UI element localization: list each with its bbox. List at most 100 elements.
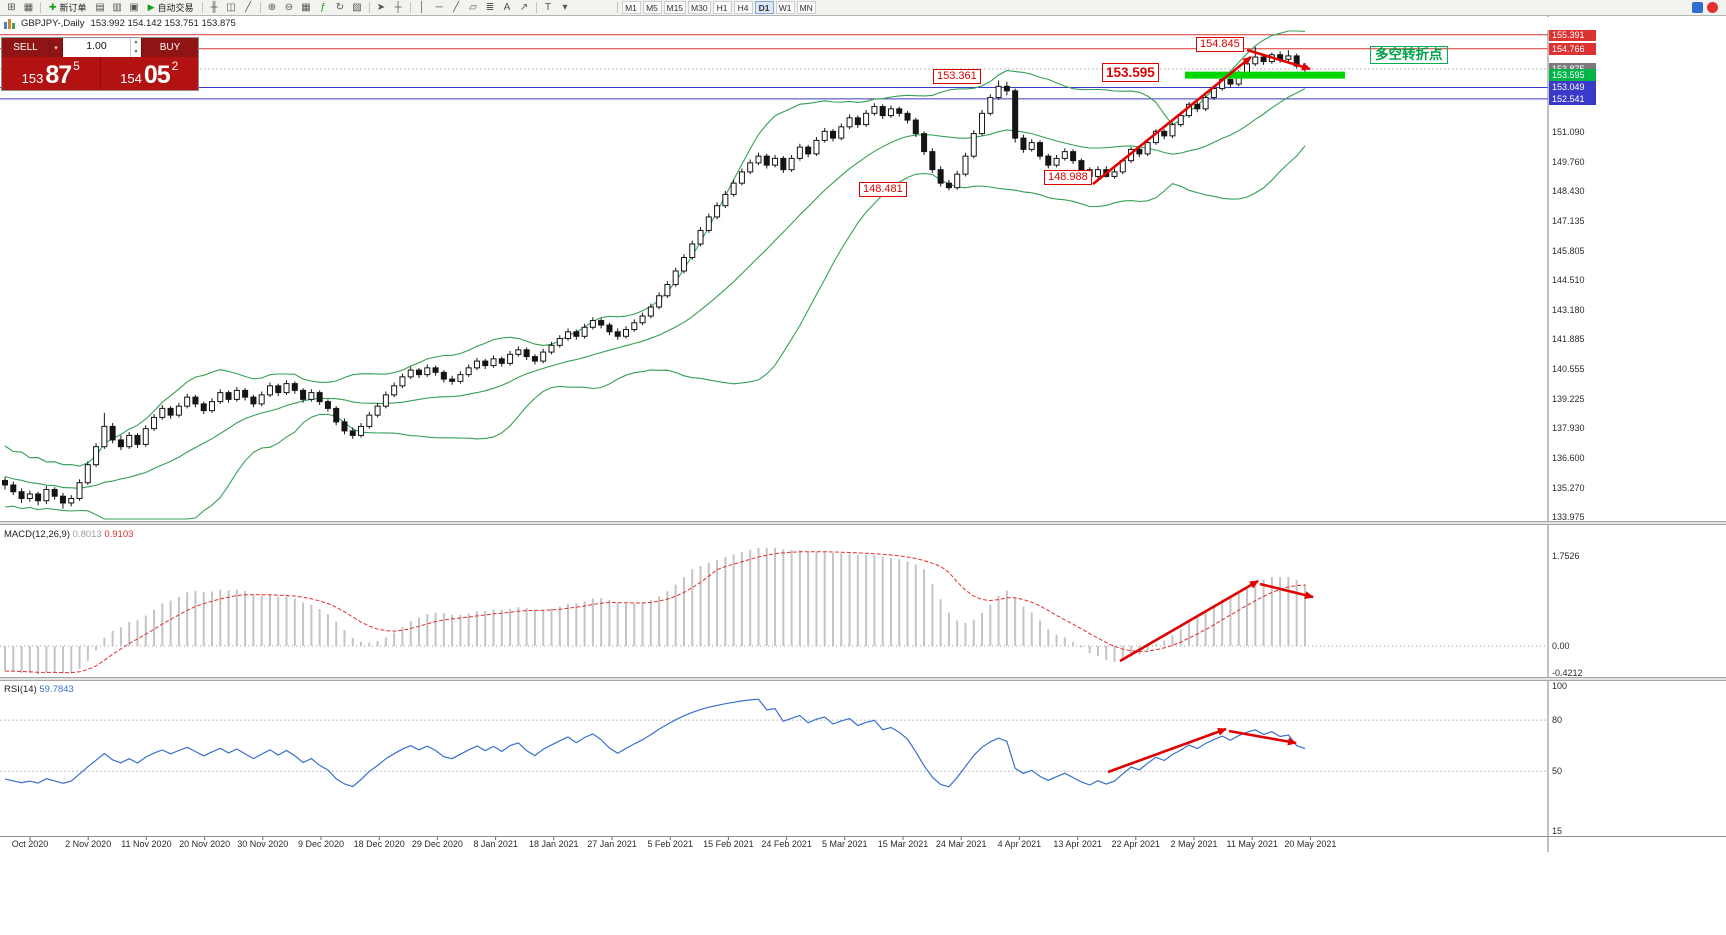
rsi-value: 59.7843 [39, 684, 74, 695]
toolbar: ⊞ ▦ ✚ 新订单 ▤ ▥ ▣ ▶ 自动交易 ╫ ◫ ╱ ⊕ ⊖ ▦ ƒ ↻ ▨ ➤ ┼ │ ─ ╱ ▱ ≣ A ↗ T ▾ M1 M5 M1… [0, 0, 1726, 16]
price-marker: 155.391 [1549, 28, 1596, 41]
price-tick: 135.270 [1552, 482, 1585, 493]
timeframe-m1-button[interactable]: M1 [621, 1, 641, 14]
navigator-icon[interactable]: ▣ [129, 2, 139, 13]
macd-scale-label: -0.4212 [1552, 668, 1583, 679]
price-annotation-148481: 148.481 [859, 182, 907, 197]
price-annotation-148988: 148.988 [1044, 170, 1092, 185]
price-tick: 145.805 [1552, 245, 1585, 256]
ask-pips: 05 [143, 61, 171, 89]
autotrade-button[interactable]: ▶ 自动交易 [143, 1, 199, 15]
timeframe-d1-button[interactable]: D1 [754, 1, 774, 14]
timeframe-mn-button[interactable]: MN [796, 1, 816, 14]
chart-caption: GBPJPY-,Daily 153.992 154.142 153.751 15… [0, 17, 1726, 30]
rsi-scale-label: 80 [1552, 715, 1563, 726]
sell-dropdown-icon[interactable]: ▾ [49, 38, 62, 57]
sell-button[interactable]: SELL [13, 42, 38, 53]
fibonacci-icon[interactable]: ≣ [485, 2, 495, 13]
rsi-name: RSI(14) [4, 684, 37, 695]
rsi-scale-label: 50 [1552, 766, 1563, 777]
price-tick: 136.600 [1552, 452, 1585, 463]
toolbar-separator [409, 2, 411, 13]
new-chart-icon[interactable]: ⊞ [7, 2, 16, 13]
price-tick: 148.430 [1552, 186, 1585, 197]
font-icon[interactable]: T [544, 2, 552, 13]
macd-scale-label: 1.7526 [1552, 551, 1580, 562]
community-icon[interactable] [1692, 2, 1703, 13]
toolbar-right-icons [1692, 2, 1723, 13]
new-order-button[interactable]: ✚ 新订单 [44, 1, 92, 15]
macd-name: MACD(12,26,9) [4, 529, 70, 540]
price-marker: 153.595 [1549, 69, 1596, 82]
market-watch-icon[interactable]: ▤ [95, 2, 105, 13]
volume-value[interactable]: 1.00 [86, 40, 107, 52]
timeframe-h1-button[interactable]: H1 [712, 1, 732, 14]
price-tick: 149.760 [1552, 156, 1585, 167]
buy-button[interactable]: BUY [159, 42, 181, 53]
data-window-icon[interactable]: ▥ [112, 2, 122, 13]
spin-down-icon[interactable]: ▼ [133, 48, 139, 55]
chart-icon [4, 18, 15, 29]
price-tick: 133.975 [1552, 512, 1585, 523]
indicators-icon[interactable]: ƒ [320, 2, 326, 13]
toolbar-separator [535, 2, 537, 13]
price-marker: 153.049 [1549, 81, 1596, 94]
cursor-icon[interactable]: ➤ [376, 2, 386, 13]
bid-big-figure: 153 [21, 71, 44, 86]
price-tick: 137.930 [1552, 422, 1585, 433]
zoom-in-icon[interactable]: ⊕ [267, 2, 277, 13]
toolbar-separator [259, 2, 261, 13]
timeframe-w1-button[interactable]: W1 [775, 1, 795, 14]
price-tick: 140.555 [1552, 363, 1585, 374]
autotrade-button-icon: ▶ [147, 2, 155, 12]
ask-price[interactable]: 154 05 2 [101, 57, 199, 90]
price-tick: 151.090 [1552, 126, 1585, 137]
timeframe-m5-button[interactable]: M5 [642, 1, 662, 14]
tile-windows-icon[interactable]: ▦ [301, 2, 311, 13]
panel-splitter[interactable] [0, 677, 1726, 681]
price-tick: 141.885 [1552, 333, 1585, 344]
price-marker: 154.766 [1549, 42, 1596, 55]
rsi-scale-label: 100 [1552, 681, 1568, 691]
timeframe-m15-button[interactable]: M15 [663, 1, 687, 14]
toolbar-separator [368, 2, 370, 13]
text-icon[interactable]: A [503, 2, 511, 13]
templates-icon[interactable]: ▨ [352, 2, 362, 13]
volume-field[interactable]: 1.00 ▲ ▼ [62, 38, 142, 57]
new-order-button-label: 新订单 [59, 3, 87, 13]
toolbar-separator [40, 2, 41, 13]
turning-point-note: 多空转折点 [1370, 46, 1448, 64]
timeframe-m30-button[interactable]: M30 [688, 1, 711, 14]
candlestick-chart-icon[interactable]: ◫ [226, 2, 236, 13]
channel-icon[interactable]: ▱ [469, 2, 477, 13]
arrows-icon[interactable]: ↗ [519, 2, 529, 13]
horizontal-line-icon[interactable]: ─ [435, 2, 443, 13]
price-tick: 147.135 [1552, 215, 1585, 226]
auto-scroll-icon[interactable]: ↻ [335, 2, 345, 13]
volume-spinner[interactable]: ▲ ▼ [130, 38, 141, 57]
macd-scale-label: 0.00 [1552, 641, 1570, 651]
price-annotation-153595: 153.595 [1102, 63, 1159, 82]
timeframe-h4-button[interactable]: H4 [733, 1, 753, 14]
new-order-button-icon: ✚ [49, 2, 57, 12]
vertical-line-icon[interactable]: │ [418, 2, 426, 13]
price-marker: 152.541 [1549, 92, 1596, 105]
price-scale: 151.090 149.760 148.430 147.135 145.805 144.5… [1548, 0, 1726, 935]
autotrade-button-label: 自动交易 [157, 3, 194, 13]
crosshair-icon[interactable]: ┼ [394, 2, 402, 13]
spin-up-icon[interactable]: ▲ [133, 39, 139, 45]
alert-icon[interactable] [1707, 2, 1718, 13]
line-chart-icon[interactable]: ╱ [244, 2, 252, 13]
trendline-icon[interactable]: ╱ [452, 2, 460, 13]
time-axis-border [0, 836, 1726, 837]
toolbar-separator [616, 2, 618, 13]
bar-chart-icon[interactable]: ╫ [210, 2, 218, 13]
zoom-out-icon[interactable]: ⊖ [284, 2, 294, 13]
price-tick: 144.510 [1552, 274, 1585, 285]
profiles-icon[interactable]: ▦ [23, 2, 34, 13]
font-dropdown-icon[interactable]: ▾ [562, 2, 568, 13]
bid-price[interactable]: 153 87 5 [2, 57, 101, 90]
price-tick: 139.225 [1552, 393, 1585, 404]
panel-splitter[interactable] [0, 521, 1726, 525]
